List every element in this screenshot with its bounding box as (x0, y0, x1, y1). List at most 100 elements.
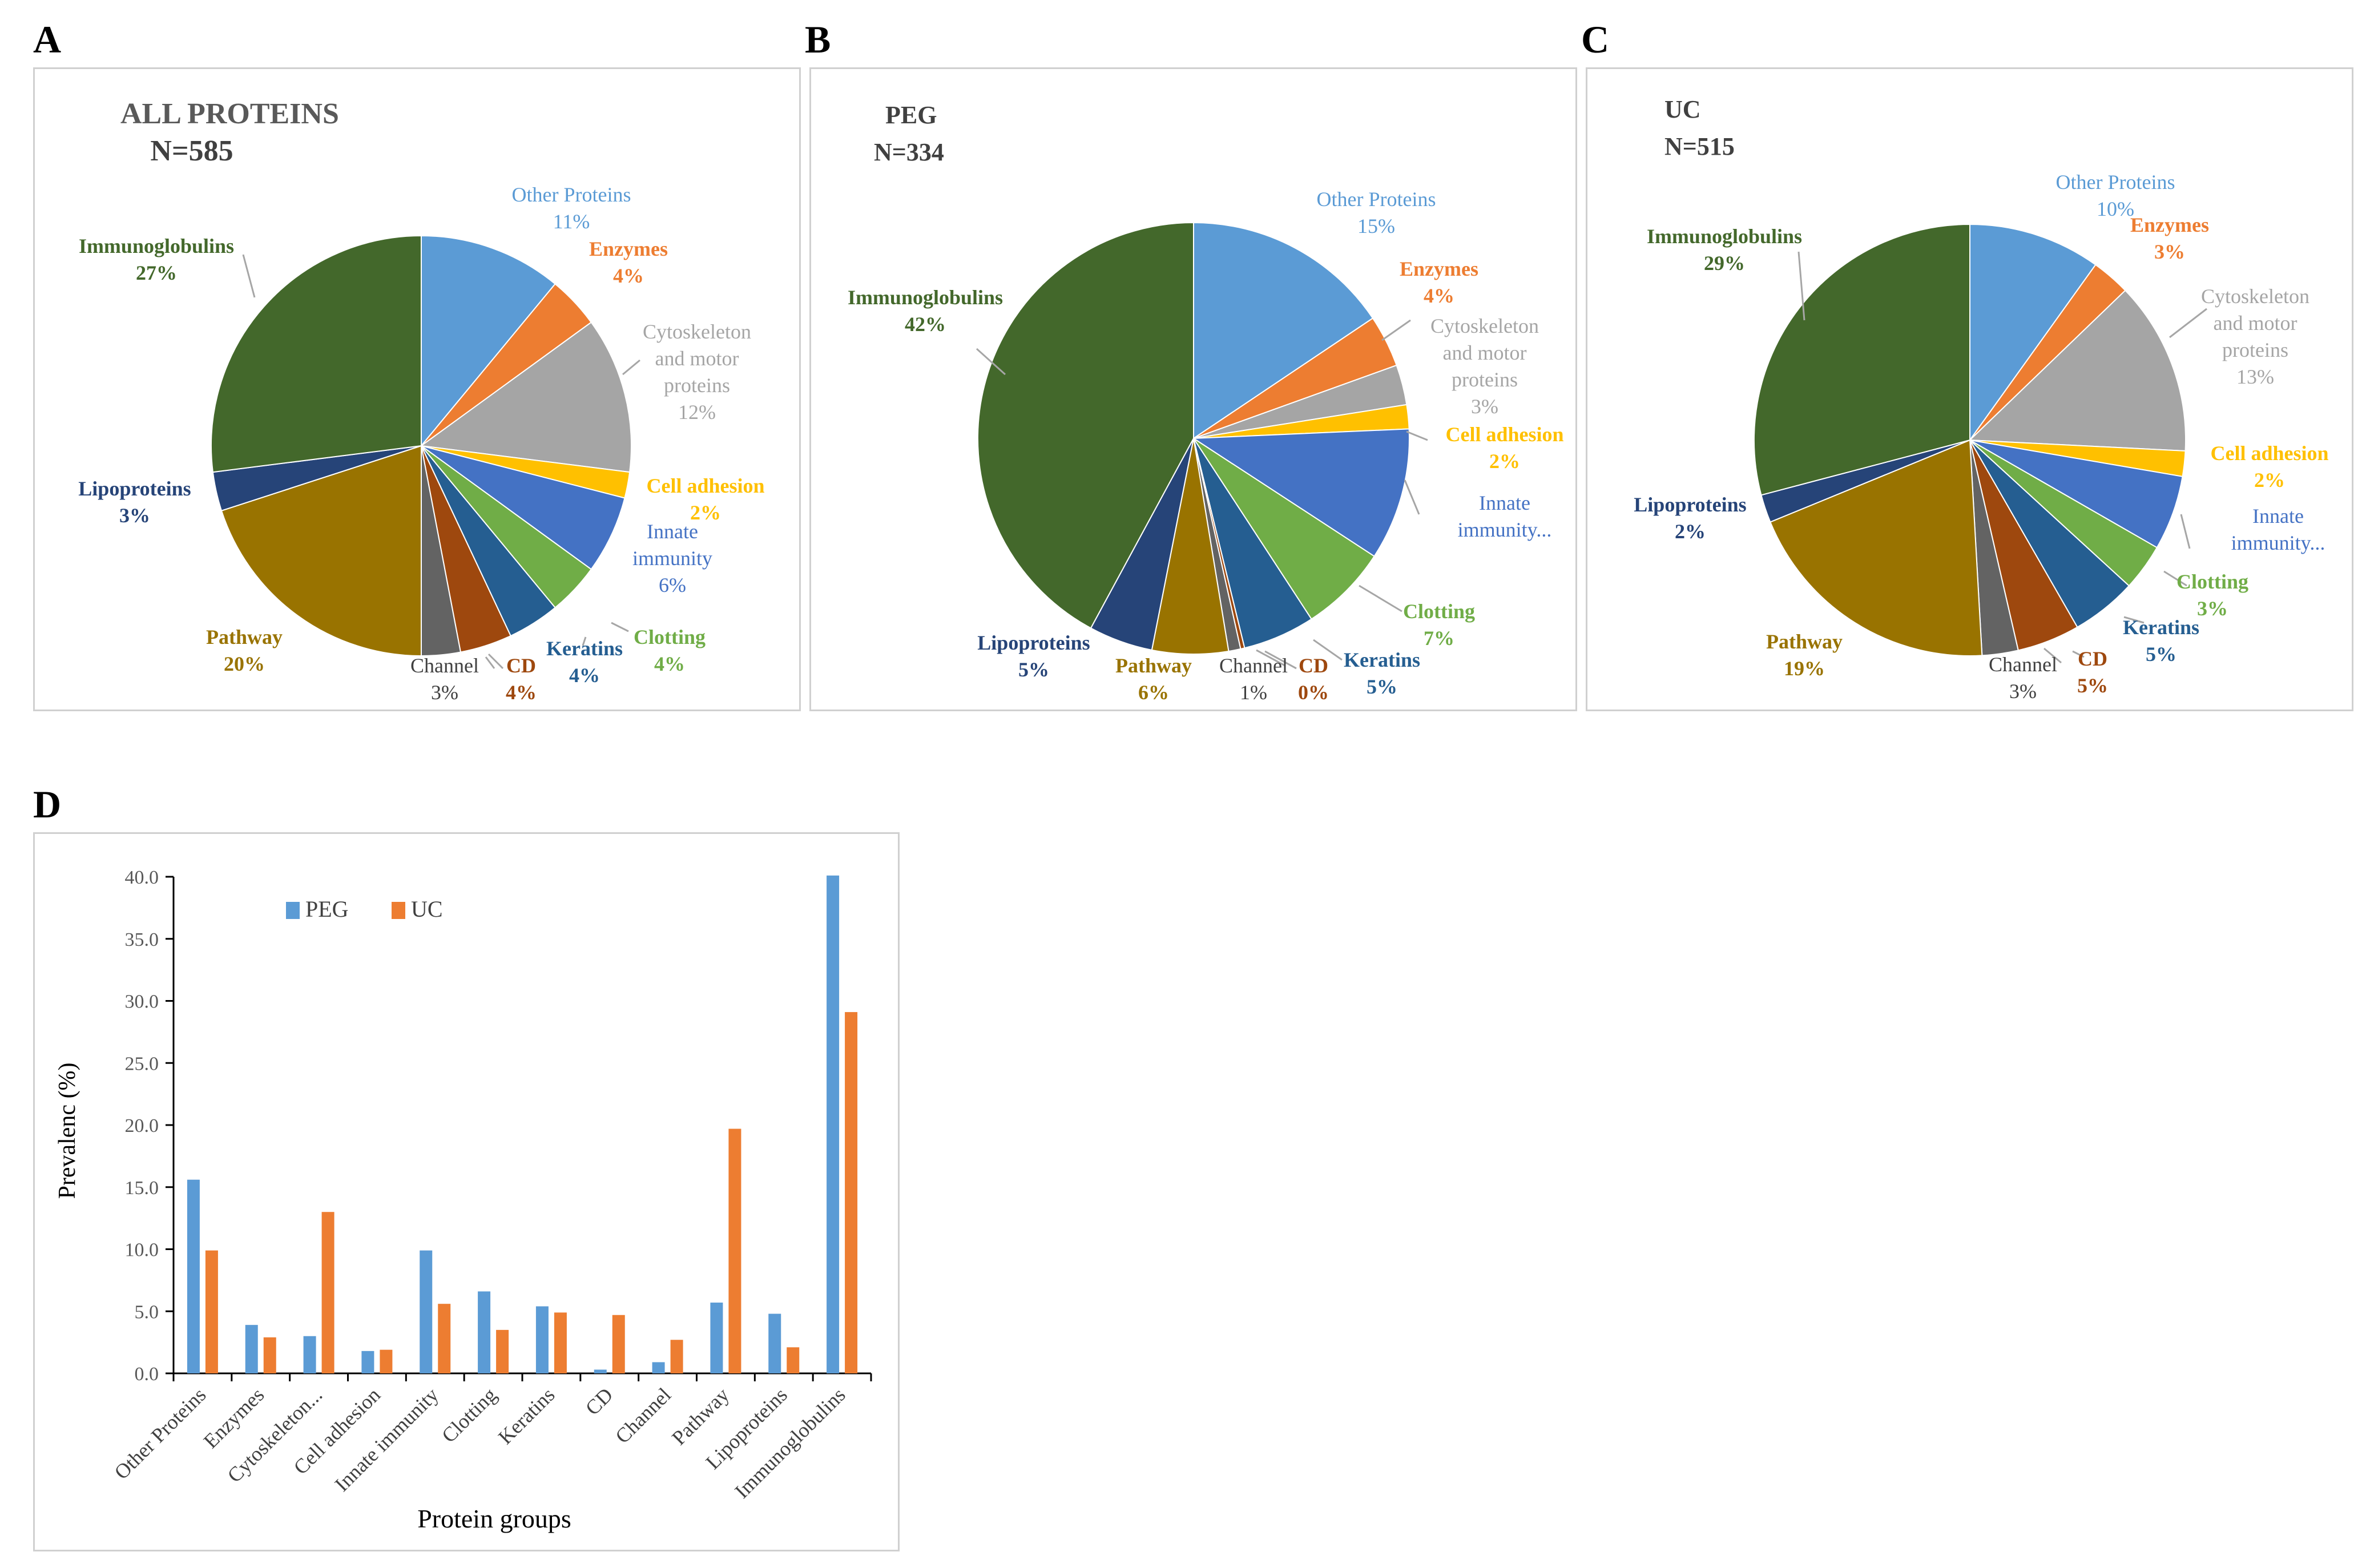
pie-label-cell_adhesion: Cell adhesion 2% (2210, 442, 2328, 491)
pie-slice-immunoglobulins (977, 221, 1194, 629)
y-axis-title: Prevalenc (%) (54, 1062, 80, 1199)
pie-label-clotting: Clotting 4% (634, 626, 706, 675)
bar-peg-3 (361, 1351, 374, 1373)
bar-uc-2 (321, 1212, 334, 1373)
pie-slice-innate (1969, 440, 2183, 549)
leader-line-innate (2180, 514, 2191, 549)
y-tick-label: 30.0 (125, 991, 159, 1013)
bar-uc-7 (612, 1315, 625, 1373)
pie-label-lipoproteins: Lipoproteins 3% (78, 477, 191, 527)
bar-peg-8 (652, 1362, 665, 1373)
y-tick-label: 35.0 (125, 929, 159, 950)
pie-chart-uc: UC N=515 Other Proteins 10%Enzymes 3% Cytoske… (1634, 95, 2328, 703)
panel-letter-b: B (805, 18, 831, 61)
pie-label-other: Other Proteins 10% (2056, 171, 2175, 220)
leader-line-channel (1256, 649, 1285, 667)
pie-chart-all-proteins: ALL PROTEINS N=585 Other Proteins 11%Enzyme… (78, 98, 764, 704)
panel-letter-a: A (33, 18, 62, 61)
pie-label-enzymes: Enzymes 3% (2130, 213, 2209, 263)
bar-peg-0 (187, 1179, 200, 1373)
leader-line-cd (2072, 650, 2085, 658)
bar-uc-3 (380, 1349, 393, 1373)
leader-line-cd (1264, 650, 1297, 670)
pie-label-channel: Channel 3% (1989, 653, 2057, 703)
pie-label-clotting: Clotting 3% (2176, 570, 2248, 620)
bar-uc-9 (728, 1128, 741, 1373)
leader-line-immunoglobulins (1797, 251, 1805, 321)
pie-slice-other (421, 235, 556, 448)
pie-slice-innate (421, 445, 626, 570)
leader-line-channel (2044, 647, 2062, 664)
pie-label-other: Other Proteins 11% (512, 183, 631, 233)
pie-slice-pathway (220, 445, 422, 657)
x-tick-label: Innate immunity (330, 1383, 443, 1496)
bar-uc-6 (554, 1312, 567, 1373)
leader-line-clotting (611, 622, 629, 632)
pie-label-keratins: Keratins 5% (2123, 616, 2199, 666)
pie-label-lipoproteins: Lipoproteins 5% (977, 631, 1090, 681)
pie-slice-other (1969, 223, 2097, 442)
x-tick-label: CD (581, 1383, 618, 1420)
x-axis-title: Protein groups (417, 1504, 571, 1533)
pie-label-cell_adhesion: Cell adhesion 2% (1445, 423, 1563, 473)
y-tick-label: 25.0 (125, 1053, 159, 1074)
pie-label-lipoproteins: Lipoproteins 2% (1634, 493, 1746, 543)
pie-label-innate: Innate immunity 6% (632, 520, 712, 596)
bar-peg-4 (420, 1250, 433, 1373)
pie-label-innate: Innate immunity... (2231, 505, 2325, 554)
pie-chart-peg: PEG N=334 Other Proteins 15% Enzymes 4% Cytosk… (848, 101, 1564, 704)
pie-label-other: Other Proteins 15% (1317, 188, 1436, 237)
x-tick-label: Immunoglobulins (730, 1383, 849, 1502)
pie-label-immunoglobulins: Immunoglobulins 29% (1647, 225, 1802, 275)
bar-peg-11 (827, 875, 840, 1373)
y-tick-label: 15.0 (125, 1178, 159, 1199)
bar-peg-6 (535, 1306, 549, 1373)
bar-uc-5 (496, 1329, 509, 1373)
y-tick-label: 10.0 (125, 1240, 159, 1261)
bar-panel-prevalence: 0.0 5.0 10.0 15.0 20.0 25.0 30.0 35.0 40.0 Other … (33, 832, 900, 1551)
pie-slice-clotting (1193, 438, 1375, 620)
bar-peg-2 (303, 1336, 316, 1373)
x-tick-label: Clotting (437, 1383, 501, 1447)
pie-slice-cytoskeleton (420, 321, 632, 473)
pie-label-enzymes: Enzymes 4% (1400, 257, 1478, 307)
bar-chart-prevalence: 0.0 5.0 10.0 15.0 20.0 25.0 30.0 35.0 40.0 Other … (54, 867, 872, 1533)
pie-title: UC (1664, 95, 1701, 123)
leader-line-immunoglobulins (976, 348, 1006, 376)
leader-line-keratins (1313, 639, 1343, 661)
pie-label-cytoskeleton: Cytoskeleton and motor proteins 12% (643, 320, 751, 424)
pie-label-immunoglobulins: Immunoglobulins 42% (848, 286, 1003, 336)
pie-panel-all-proteins: ALL PROTEINS N=585 Other Proteins 11% Enzyme… (33, 67, 801, 711)
pie-label-keratins: Keratins 5% (1344, 648, 1420, 698)
pie-slice-other (1193, 221, 1374, 440)
pie-label-pathway: Pathway 19% (1766, 630, 1843, 680)
leader-line-cytoskeleton (622, 359, 640, 376)
leader-line-clotting (2163, 570, 2187, 587)
pie-label-cd: CD 5% (2077, 647, 2108, 697)
pie-label-cd: CD 0% (1298, 654, 1329, 704)
bar-uc-1 (263, 1337, 276, 1373)
leader-line-channel (485, 656, 495, 669)
x-tick-label: Other Proteins (110, 1383, 211, 1484)
leader-line-immunoglobulins (242, 254, 256, 298)
pie-title: PEG (885, 101, 937, 129)
x-tick-label: Keratins (494, 1383, 559, 1449)
pie-label-cytoskeleton: Cytoskeleton and motor proteins 3% (1430, 315, 1539, 418)
pie-slice-pathway (1151, 438, 1230, 655)
pie-label-cd: CD 4% (506, 654, 537, 704)
bar-peg-1 (245, 1325, 258, 1373)
pie-slice-innate (1191, 428, 1410, 557)
panel-letter-d: D (33, 783, 62, 826)
bar-uc-10 (787, 1347, 800, 1373)
y-tick-label: 5.0 (135, 1301, 159, 1323)
leader-line-keratins (2123, 616, 2145, 624)
leader-line-cd (487, 653, 504, 670)
pie-label-channel: Channel 1% (1219, 654, 1288, 704)
pie-slice-immunoglobulins (1754, 223, 1970, 496)
leader-line-keratins (582, 636, 587, 646)
leader-line-clotting (1359, 585, 1402, 612)
leader-line-cytoskeleton (2169, 308, 2207, 338)
leader-line-innate (1404, 479, 1420, 515)
pie-subtitle: N=515 (1664, 132, 1735, 160)
legend-swatch-uc (392, 902, 405, 919)
